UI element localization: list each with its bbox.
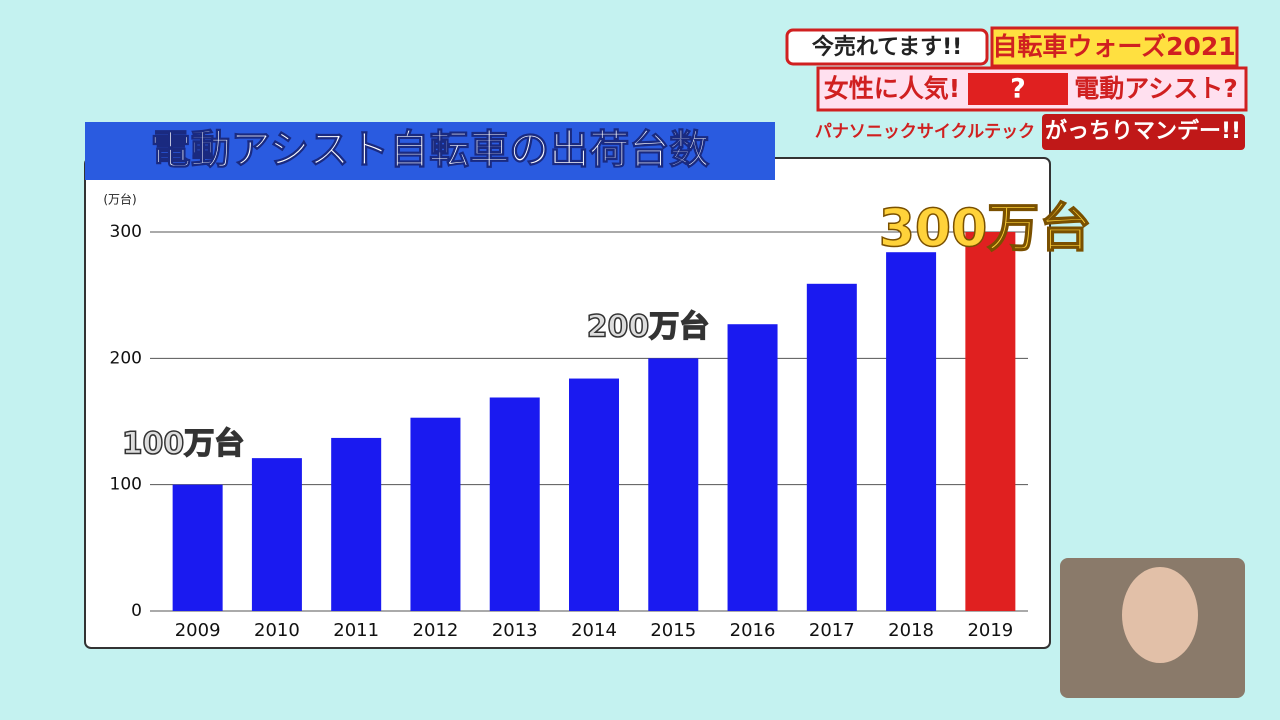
presenter-face <box>1122 567 1198 663</box>
bar <box>251 458 302 611</box>
company: パナソニックサイクルテック <box>815 122 1035 142</box>
y-unit: (万台) <box>103 192 136 207</box>
x-tick-label: 2017 <box>809 620 855 641</box>
bar <box>569 378 619 611</box>
x-tick-label: 2009 <box>175 620 221 641</box>
bar <box>648 358 699 611</box>
chart-title: 電動アシスト自転車の出荷台数 <box>151 127 709 173</box>
overlay-tag: 電動アシスト? <box>1074 74 1238 103</box>
bar <box>410 417 461 611</box>
tag-box <box>968 73 1068 105</box>
bar <box>172 484 223 611</box>
x-tick-label: 2014 <box>571 620 617 641</box>
y-tick-label: 100 <box>110 475 142 495</box>
bar <box>331 437 382 611</box>
overlay-tag: 自転車ウォーズ2021 <box>992 32 1235 61</box>
bar <box>806 283 857 611</box>
overlay-tag: 女性に人気! <box>824 74 960 103</box>
bar <box>965 232 1016 611</box>
annotation: 200万台 <box>587 310 710 345</box>
x-tick-label: 2010 <box>254 620 300 641</box>
overlay-tag: 今売れてます!! <box>812 34 962 60</box>
x-tick-label: 2012 <box>413 620 459 641</box>
show-logo-box <box>1042 114 1245 150</box>
y-tick-label: 200 <box>110 348 142 368</box>
x-tick-label: 2019 <box>967 620 1013 641</box>
annotation: 100万台 <box>122 427 245 462</box>
x-tick-label: 2016 <box>730 620 776 641</box>
tag-box <box>990 26 1239 68</box>
y-tick-label: 300 <box>110 222 142 242</box>
x-tick-label: 2018 <box>888 620 934 641</box>
y-tick-label: 0 <box>131 601 142 621</box>
tag-box <box>785 28 989 66</box>
annotation: 300万台 <box>879 199 1092 259</box>
x-tick-label: 2015 <box>650 620 696 641</box>
x-tick-label: 2013 <box>492 620 538 641</box>
bar <box>886 252 937 612</box>
overlay-tag: ? <box>1010 74 1026 105</box>
show-logo: がっちりマンデー!! <box>1045 118 1241 144</box>
title-box <box>85 122 775 180</box>
x-tick-label: 2011 <box>333 620 379 641</box>
bar <box>727 324 778 611</box>
bar <box>489 397 540 611</box>
